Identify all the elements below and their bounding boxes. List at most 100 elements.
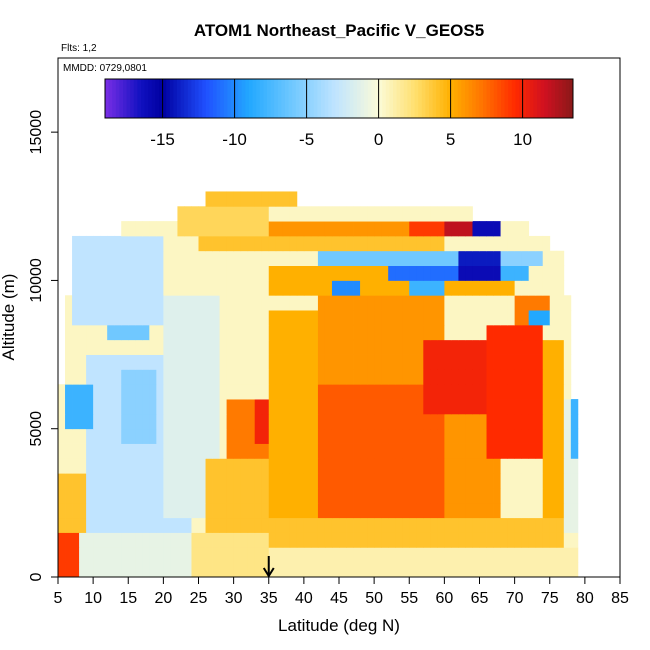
heatmap-cell — [388, 399, 396, 415]
heatmap-cell — [296, 458, 305, 474]
heatmap-cell — [79, 235, 87, 252]
heatmap-cell — [388, 502, 396, 519]
heatmap-cell — [423, 250, 431, 266]
heatmap-cell — [254, 517, 263, 533]
heatmap-cell — [142, 339, 150, 355]
heatmap-cell — [142, 354, 150, 370]
heatmap-cell — [402, 221, 410, 237]
heatmap-cell — [444, 443, 452, 459]
heatmap-cell — [388, 324, 396, 341]
heatmap-cell — [416, 443, 424, 459]
heatmap-cell — [381, 488, 389, 504]
heatmap-cell — [289, 547, 298, 563]
heatmap-cell — [163, 235, 171, 252]
heatmap-cell — [72, 324, 80, 341]
heatmap-cell — [409, 221, 417, 237]
heatmap-cell — [339, 354, 347, 370]
heatmap-cell — [549, 280, 558, 296]
heatmap-cell — [395, 280, 403, 296]
heatmap-cell — [142, 295, 150, 311]
heatmap-cell — [430, 339, 438, 355]
heatmap-cell — [226, 532, 235, 548]
heatmap-cell — [184, 473, 192, 489]
heatmap-cell — [402, 280, 410, 296]
x-axis: 5 10 15 20 25 30 35 40 45 50 55 60 65 70 75 80 85 — [54, 577, 629, 607]
heatmap-cell — [282, 517, 291, 533]
heatmap-cell — [360, 502, 368, 519]
heatmap-cell — [486, 428, 494, 444]
heatmap-cell — [521, 413, 530, 430]
colorbar-segment — [342, 79, 347, 118]
heatmap-cell — [500, 384, 508, 400]
heatmap-cell — [275, 235, 284, 252]
heatmap-cell — [289, 339, 298, 355]
heatmap-cell — [275, 517, 284, 533]
heatmap-cell — [346, 473, 354, 489]
heatmap-cell — [303, 354, 312, 370]
heatmap-cell — [367, 532, 375, 548]
heatmap-cell — [198, 502, 206, 519]
heatmap-cell — [528, 502, 537, 519]
heatmap-cell — [191, 295, 199, 311]
heatmap-cell — [472, 502, 480, 519]
heatmap-cell — [570, 443, 579, 459]
heatmap-cell — [296, 384, 305, 400]
heatmap-cell — [402, 443, 410, 459]
heatmap-cell — [317, 473, 326, 489]
heatmap-cell — [226, 310, 235, 326]
heatmap-cell — [107, 250, 115, 266]
heatmap-cell — [493, 221, 501, 237]
heatmap-cell — [121, 265, 129, 281]
heatmap-cell — [317, 532, 326, 548]
heatmap-cell — [444, 206, 452, 222]
heatmap-cell — [156, 369, 164, 385]
heatmap-cell — [191, 458, 199, 474]
heatmap-cell — [226, 517, 235, 533]
heatmap-cell — [451, 280, 459, 296]
heatmap-cell — [65, 295, 73, 311]
heatmap-cell — [121, 324, 129, 341]
heatmap-cell — [100, 443, 108, 459]
heatmap-cell — [268, 399, 277, 415]
heatmap-cell — [198, 384, 206, 400]
heatmap-cell — [402, 413, 410, 430]
heatmap-cell — [317, 517, 326, 533]
heatmap-cell — [261, 413, 270, 430]
heatmap-cell — [360, 458, 368, 474]
heatmap-cell — [409, 265, 417, 281]
heatmap-cell — [521, 517, 530, 533]
heatmap-cell — [107, 310, 115, 326]
y-tick-label: 5000 — [28, 411, 45, 447]
heatmap-cell — [563, 547, 572, 563]
heatmap-cell — [374, 265, 382, 281]
heatmap-cell — [156, 428, 164, 444]
heatmap-cell — [437, 488, 445, 504]
heatmap-cell — [500, 250, 508, 266]
heatmap-cell — [324, 369, 333, 385]
heatmap-cell — [93, 339, 101, 355]
colorbar-segment — [249, 79, 253, 118]
heatmap-cell — [268, 428, 277, 444]
heatmap-cell — [79, 250, 87, 266]
heatmap-cell — [458, 502, 466, 519]
heatmap-cell — [360, 235, 368, 252]
heatmap-cell — [430, 384, 438, 400]
heatmap-cell — [437, 235, 445, 252]
heatmap-cell — [444, 473, 452, 489]
heatmap-cell — [402, 369, 410, 385]
heatmap-cell — [563, 399, 572, 415]
heatmap-cell — [303, 265, 312, 281]
heatmap-cell — [381, 206, 389, 222]
heatmap-cell — [198, 532, 206, 548]
heatmap-cell — [402, 265, 410, 281]
heatmap-cell — [163, 547, 171, 563]
heatmap-cell — [156, 265, 164, 281]
heatmap-cell — [177, 369, 185, 385]
heatmap-cell — [324, 532, 333, 548]
heatmap-cell — [402, 488, 410, 504]
heatmap-cell — [472, 443, 480, 459]
heatmap-cell — [240, 250, 249, 266]
heatmap-cell — [395, 339, 403, 355]
heatmap-cell — [493, 502, 501, 519]
heatmap-cell — [360, 488, 368, 504]
